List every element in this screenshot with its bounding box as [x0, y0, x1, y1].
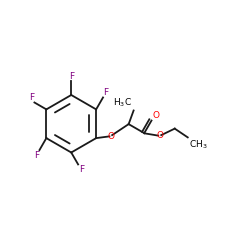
Text: O: O: [152, 111, 160, 120]
Text: H$_3$C: H$_3$C: [114, 97, 132, 110]
Text: F: F: [104, 88, 109, 97]
Text: O: O: [107, 132, 114, 140]
Text: CH$_3$: CH$_3$: [189, 138, 207, 150]
Text: O: O: [156, 131, 163, 140]
Text: F: F: [78, 165, 84, 174]
Text: F: F: [69, 72, 74, 81]
Text: F: F: [34, 150, 39, 160]
Text: F: F: [29, 93, 34, 102]
